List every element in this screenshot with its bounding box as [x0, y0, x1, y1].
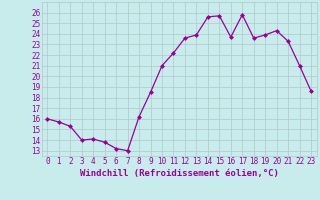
X-axis label: Windchill (Refroidissement éolien,°C): Windchill (Refroidissement éolien,°C) — [80, 169, 279, 178]
